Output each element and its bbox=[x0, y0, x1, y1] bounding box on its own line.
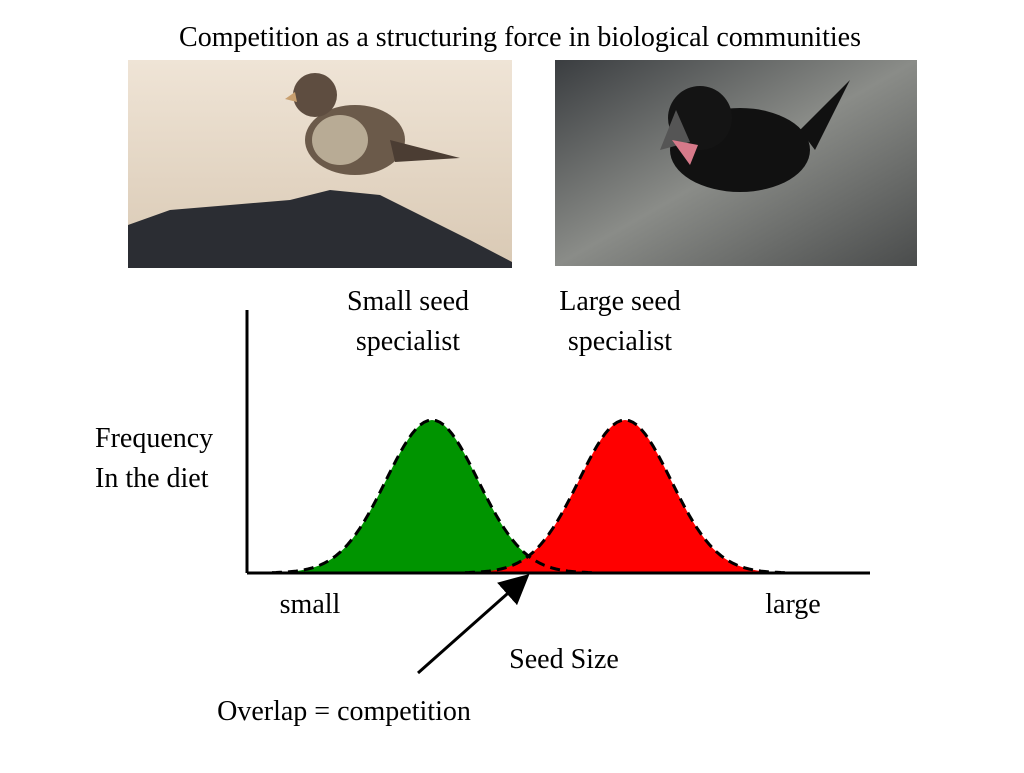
diet-curve-fill bbox=[465, 420, 785, 573]
x-max-label: large bbox=[765, 589, 820, 620]
y-axis-label: In the diet bbox=[95, 463, 209, 494]
x-axis-label: Seed Size bbox=[509, 644, 619, 675]
y-axis-label: Frequency bbox=[95, 423, 213, 454]
photo-small-seed-finch bbox=[128, 60, 512, 268]
species-label: Large seed bbox=[559, 286, 681, 317]
slide-title: Competition as a structuring force in bi… bbox=[179, 22, 861, 53]
annotation: Overlap = competition bbox=[217, 696, 471, 727]
species-label: Small seed bbox=[347, 286, 469, 317]
overlap-arrow bbox=[417, 574, 530, 675]
x-min-label: small bbox=[280, 589, 341, 620]
species-label: specialist bbox=[568, 326, 672, 357]
photo-large-seed-finch bbox=[555, 60, 917, 266]
species-label: specialist bbox=[356, 326, 460, 357]
diet-curve-outline bbox=[271, 418, 593, 575]
diet-curve-outline bbox=[464, 418, 786, 575]
diet-curve-fill bbox=[272, 420, 592, 573]
